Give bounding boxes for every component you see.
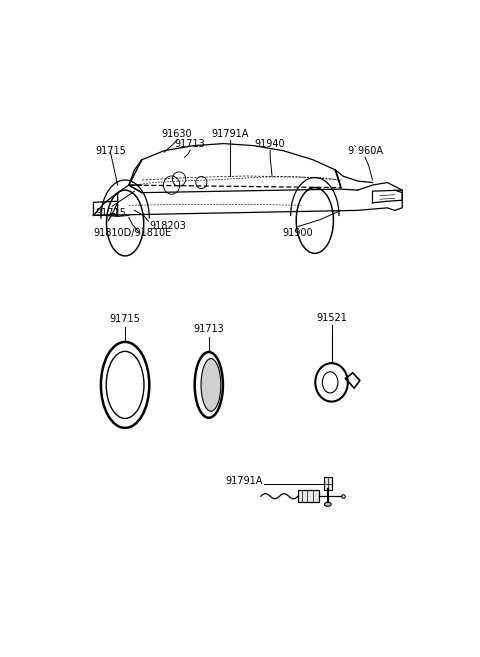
- FancyBboxPatch shape: [298, 490, 319, 502]
- Text: 91713: 91713: [193, 325, 224, 334]
- Text: 91810D/91810E: 91810D/91810E: [94, 228, 172, 238]
- Text: 91791A: 91791A: [212, 129, 249, 139]
- Ellipse shape: [324, 502, 331, 507]
- Text: 91713: 91713: [175, 139, 205, 148]
- Text: 91900: 91900: [283, 228, 313, 238]
- Text: 91715: 91715: [96, 208, 126, 218]
- Ellipse shape: [201, 359, 221, 411]
- Text: 9`960A: 9`960A: [347, 146, 383, 156]
- Text: 91791A: 91791A: [226, 476, 263, 486]
- Text: 91715: 91715: [109, 314, 141, 324]
- FancyBboxPatch shape: [324, 477, 332, 490]
- Text: 91630: 91630: [162, 129, 192, 139]
- Text: 91940: 91940: [255, 139, 286, 148]
- Text: 91715: 91715: [96, 146, 126, 156]
- Text: 918203: 918203: [149, 221, 186, 231]
- Text: 91521: 91521: [316, 313, 347, 323]
